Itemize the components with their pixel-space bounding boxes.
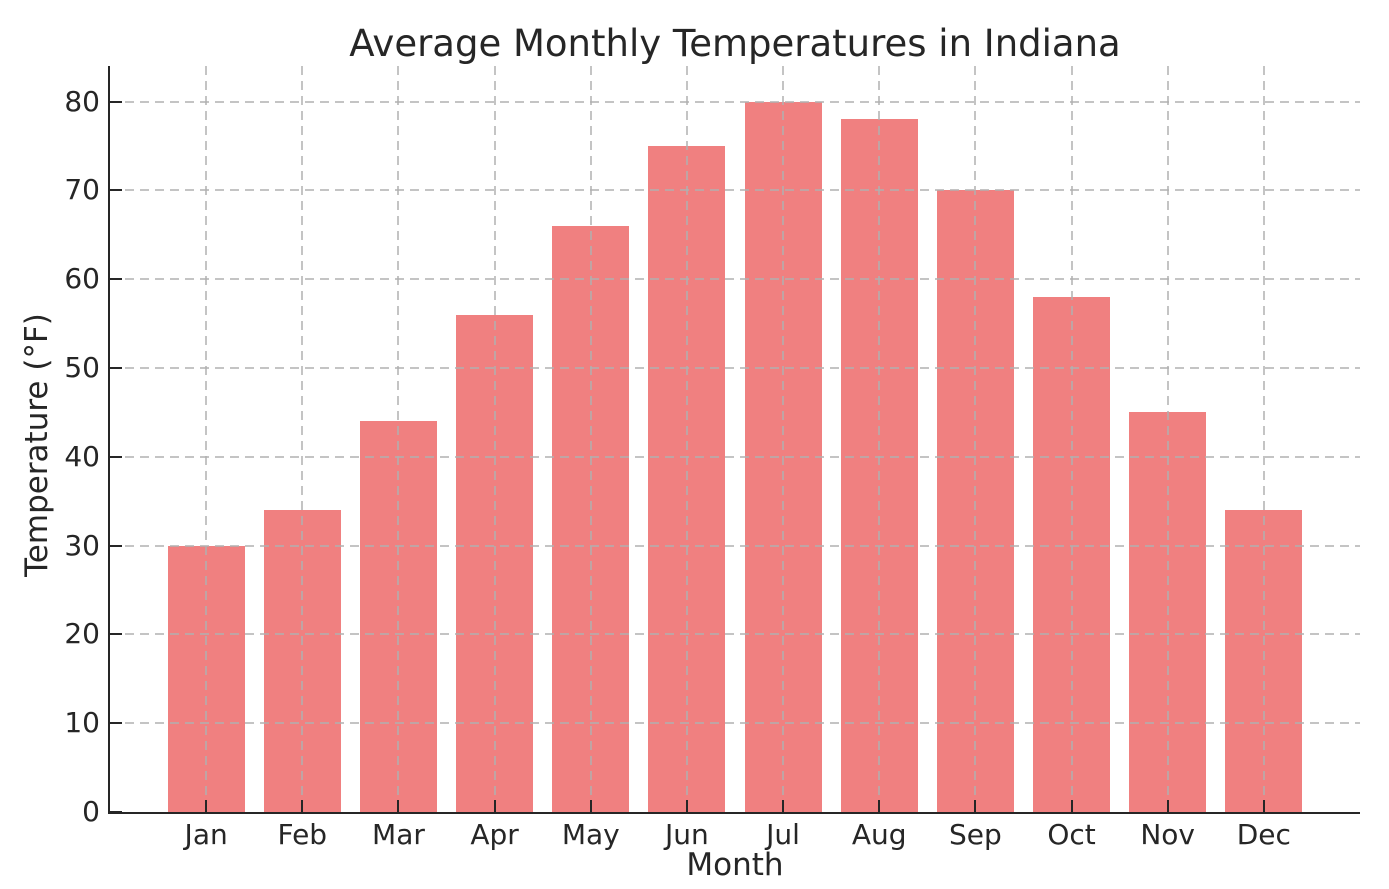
y-tick-label-50: 50 — [64, 350, 100, 384]
y-tick-mark-20 — [110, 633, 122, 636]
x-tick-label-apr: Apr — [470, 818, 519, 851]
y-tick-mark-40 — [110, 455, 122, 458]
y-gridline-60 — [110, 278, 1360, 281]
y-tick-mark-70 — [110, 189, 122, 192]
x-tick-mark-may — [589, 800, 592, 812]
x-gridline-mar — [397, 66, 400, 812]
y-tick-mark-30 — [110, 544, 122, 547]
y-tick-label-20: 20 — [64, 617, 100, 651]
y-gridline-40 — [110, 455, 1360, 458]
x-tick-label-may: May — [561, 818, 620, 851]
y-tick-mark-80 — [110, 100, 122, 103]
ticks-layer — [110, 66, 1360, 813]
y-tick-mark-10 — [110, 722, 122, 725]
x-tick-mark-jun — [685, 800, 688, 812]
x-tick-label-jun: Jun — [665, 818, 709, 851]
x-tick-mark-apr — [493, 800, 496, 812]
x-gridline-jun — [685, 66, 688, 812]
x-tick-label-feb: Feb — [277, 818, 328, 851]
y-tick-label-60: 60 — [64, 262, 100, 296]
y-tick-labels: 0 10 20 30 40 50 60 70 80 — [64, 66, 1360, 825]
x-tick-label-oct: Oct — [1047, 818, 1096, 851]
x-tick-label-nov: Nov — [1140, 818, 1196, 851]
y-axis-title: Temperature (°F) — [19, 313, 55, 577]
x-gridline-nov — [1166, 66, 1169, 812]
y-gridline-50 — [110, 366, 1360, 369]
y-gridline-70 — [110, 189, 1360, 192]
x-axis-title: Month — [686, 847, 784, 883]
gridlines-layer — [110, 66, 1360, 812]
x-tick-mark-oct — [1070, 800, 1073, 812]
x-tick-label-aug: Aug — [851, 818, 907, 851]
y-tick-label-40: 40 — [64, 439, 100, 473]
y-tick-label-0: 0 — [82, 795, 100, 828]
y-tick-mark-50 — [110, 366, 122, 369]
y-gridline-20 — [110, 633, 1360, 636]
x-gridline-jan — [205, 66, 208, 812]
x-tick-mark-aug — [878, 800, 881, 812]
x-gridline-sep — [974, 66, 977, 812]
x-tick-mark-jan — [205, 800, 208, 812]
x-tick-label-jan: Jan — [184, 818, 228, 851]
x-gridline-aug — [878, 66, 881, 812]
x-tick-label-jul: Jul — [766, 818, 800, 851]
y-gridline-30 — [110, 544, 1360, 547]
y-gridline-10 — [110, 722, 1360, 725]
plot-area: 0 10 20 30 40 50 60 70 80 Jan Feb Mar Apr May Jun Jul A… — [64, 66, 1360, 849]
x-tick-mark-jul — [782, 800, 785, 812]
y-gridline-80 — [110, 100, 1360, 103]
x-tick-mark-mar — [397, 800, 400, 812]
y-axis-spine — [108, 66, 110, 814]
x-gridline-jul — [782, 66, 785, 812]
y-tick-mark-60 — [110, 278, 122, 281]
chart-title: Average Monthly Temperatures in Indiana — [349, 22, 1121, 65]
y-tick-label-70: 70 — [64, 173, 100, 207]
x-gridline-apr — [493, 66, 496, 812]
x-gridline-dec — [1262, 66, 1265, 812]
x-tick-mark-dec — [1262, 800, 1265, 812]
x-gridline-oct — [1070, 66, 1073, 812]
x-tick-labels: Jan Feb Mar Apr May Jun Jul Aug Sep Oct Nov Dec — [110, 66, 1360, 849]
x-tick-mark-feb — [301, 800, 304, 812]
y-tick-label-30: 30 — [64, 528, 100, 562]
x-gridline-may — [589, 66, 592, 812]
x-tick-label-sep: Sep — [948, 818, 1002, 851]
x-tick-mark-sep — [974, 800, 977, 812]
x-axis-spine — [108, 812, 1360, 814]
x-gridline-feb — [301, 66, 304, 812]
x-tick-mark-nov — [1166, 800, 1169, 812]
y-tick-label-10: 10 — [64, 706, 100, 740]
y-tick-label-80: 80 — [64, 84, 100, 118]
x-tick-label-dec: Dec — [1236, 818, 1291, 851]
x-tick-label-mar: Mar — [372, 818, 425, 851]
